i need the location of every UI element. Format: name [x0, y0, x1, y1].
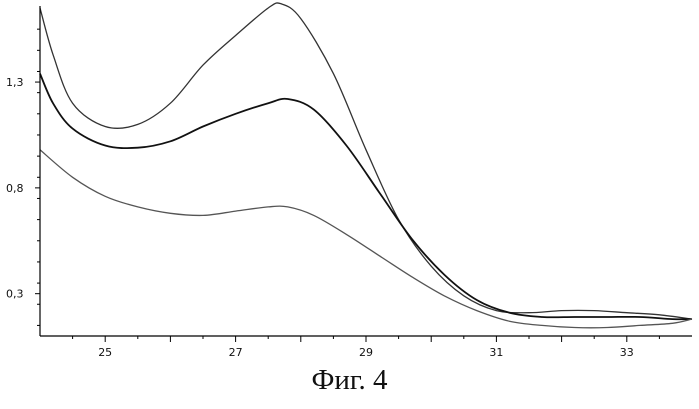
- series-line-2: [40, 74, 692, 320]
- x-tick-label: 29: [359, 346, 373, 359]
- series-lines: [40, 3, 692, 328]
- y-tick-label: 0,3: [6, 288, 24, 301]
- figure-caption: Фиг. 4: [0, 362, 699, 398]
- series-line-3: [40, 150, 692, 328]
- y-axis-ticks: 0,3 0,8 1,3: [6, 29, 40, 325]
- x-tick-label: 25: [98, 346, 112, 359]
- y-tick-label: 0,8: [6, 182, 24, 195]
- series-line-1: [40, 3, 692, 319]
- y-tick-label: 1,3: [6, 76, 24, 89]
- x-tick-label: 31: [489, 346, 503, 359]
- x-axis-ticks: 25 27 29 31 33: [73, 336, 660, 359]
- line-chart: 0,3 0,8 1,3 25 27 29 31 33: [0, 0, 699, 360]
- x-tick-label: 27: [229, 346, 243, 359]
- x-tick-label: 33: [620, 346, 634, 359]
